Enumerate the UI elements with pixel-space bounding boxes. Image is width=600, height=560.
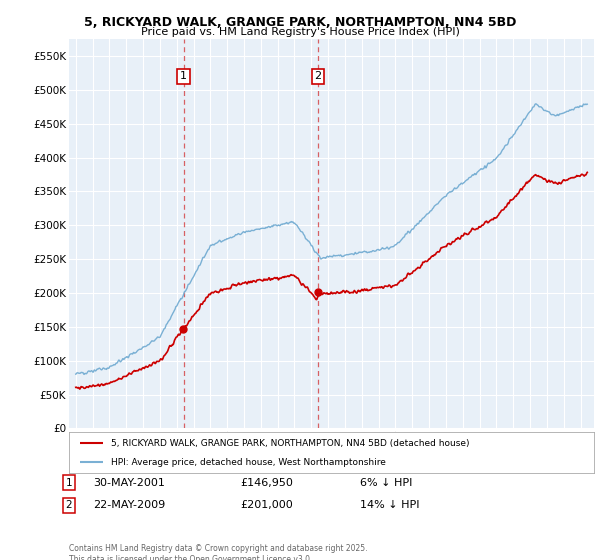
Text: Price paid vs. HM Land Registry's House Price Index (HPI): Price paid vs. HM Land Registry's House … xyxy=(140,27,460,37)
Text: 2: 2 xyxy=(65,500,73,510)
Text: £201,000: £201,000 xyxy=(240,500,293,510)
Text: Contains HM Land Registry data © Crown copyright and database right 2025.
This d: Contains HM Land Registry data © Crown c… xyxy=(69,544,367,560)
Text: 6% ↓ HPI: 6% ↓ HPI xyxy=(360,478,412,488)
Text: 14% ↓ HPI: 14% ↓ HPI xyxy=(360,500,419,510)
Text: 1: 1 xyxy=(180,72,187,81)
Text: 30-MAY-2001: 30-MAY-2001 xyxy=(93,478,165,488)
Text: 1: 1 xyxy=(65,478,73,488)
Text: 2: 2 xyxy=(314,72,322,81)
Text: 22-MAY-2009: 22-MAY-2009 xyxy=(93,500,165,510)
Text: 5, RICKYARD WALK, GRANGE PARK, NORTHAMPTON, NN4 5BD (detached house): 5, RICKYARD WALK, GRANGE PARK, NORTHAMPT… xyxy=(111,439,470,448)
Text: HPI: Average price, detached house, West Northamptonshire: HPI: Average price, detached house, West… xyxy=(111,458,386,466)
Text: 5, RICKYARD WALK, GRANGE PARK, NORTHAMPTON, NN4 5BD: 5, RICKYARD WALK, GRANGE PARK, NORTHAMPT… xyxy=(84,16,516,29)
Text: £146,950: £146,950 xyxy=(240,478,293,488)
